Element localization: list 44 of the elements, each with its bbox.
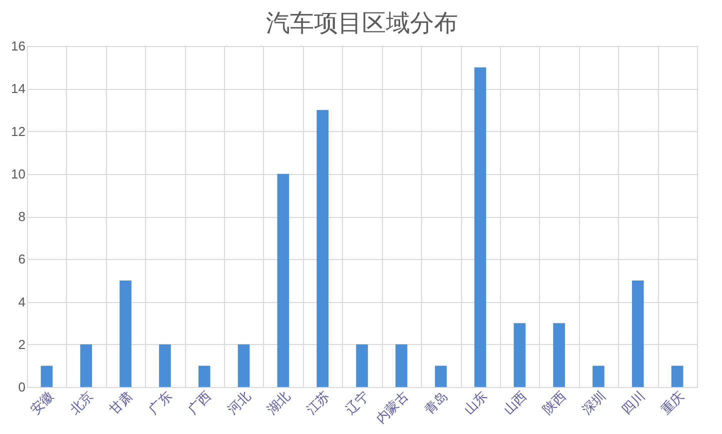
- bar: [159, 344, 171, 387]
- x-tick-label: 山西: [501, 388, 530, 418]
- y-tick-label: 10: [11, 166, 26, 182]
- bar: [396, 344, 408, 387]
- bar: [198, 366, 210, 387]
- bar: [474, 67, 486, 387]
- x-tick-label: 四川: [619, 388, 648, 418]
- chart-title: 汽车项目区域分布: [266, 9, 458, 37]
- x-tick-label: 江苏: [304, 388, 333, 418]
- bar: [40, 366, 53, 387]
- y-tick-label: 14: [11, 81, 26, 96]
- x-tick-label: 北京: [68, 388, 97, 418]
- y-tick-label: 2: [18, 336, 26, 352]
- y-tick-label: 6: [18, 252, 26, 267]
- x-tick-label: 甘肃: [106, 388, 136, 418]
- bar: [238, 344, 250, 387]
- x-tick-label: 安徽: [27, 388, 58, 418]
- x-tick-label: 内蒙古: [374, 388, 412, 427]
- bar: [277, 174, 290, 387]
- bar: [632, 280, 644, 387]
- bar: [553, 323, 565, 387]
- x-tick-label: 重庆: [658, 388, 688, 418]
- x-tick-label: 辽宁: [342, 388, 372, 418]
- bar: [434, 366, 447, 387]
- y-tick-label: 8: [18, 209, 26, 224]
- bar: [514, 323, 526, 387]
- x-tick-label: 深圳: [580, 388, 609, 418]
- x-tick-label: 广西: [186, 388, 215, 418]
- bar: [316, 110, 328, 387]
- bar: [356, 344, 368, 387]
- x-tick-label: 湖北: [264, 388, 294, 418]
- x-tick-label: 山东: [462, 388, 491, 418]
- bar: [592, 366, 604, 387]
- bar: [80, 344, 92, 387]
- x-tick-label: 青岛: [422, 388, 452, 418]
- y-tick-label: 12: [11, 124, 26, 139]
- y-tick-label: 16: [11, 38, 26, 54]
- y-tick-label: 4: [18, 294, 26, 310]
- bar: [120, 280, 132, 387]
- x-tick-label: 陕西: [540, 388, 570, 418]
- x-tick-label: 广东: [146, 388, 176, 418]
- y-tick-label: 0: [18, 380, 26, 394]
- x-tick-label: 河北: [225, 388, 254, 418]
- bar: [671, 366, 684, 387]
